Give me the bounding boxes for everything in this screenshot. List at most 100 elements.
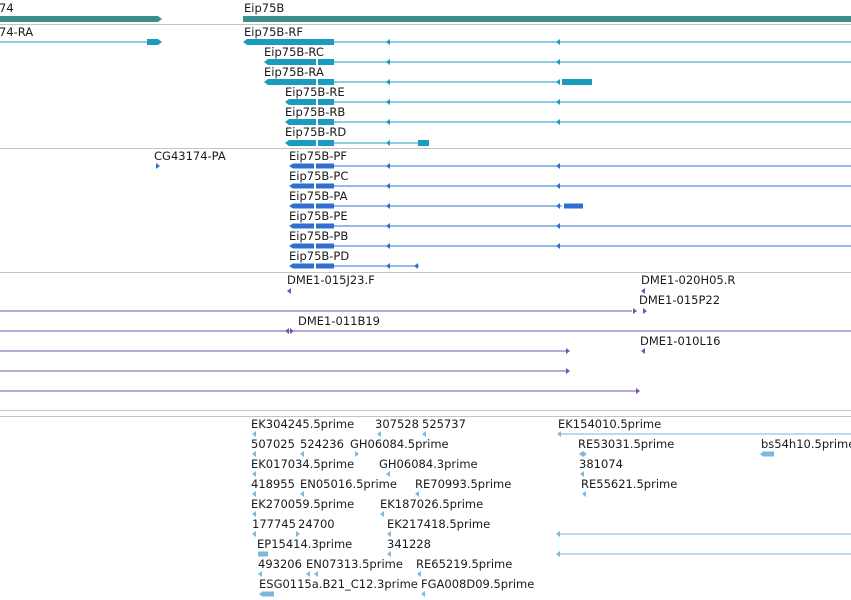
- rna-label-eip75b-re[interactable]: Eip75B-RE: [285, 85, 345, 99]
- exon-block-start: [243, 39, 296, 45]
- est-label[interactable]: 307528: [375, 417, 419, 431]
- strand-arrow-right: [636, 388, 640, 394]
- clone-label-dme1-020h05r[interactable]: DME1-020H05.R: [641, 273, 736, 287]
- est-label[interactable]: 507025: [251, 437, 295, 451]
- rna-label-74-ra[interactable]: 74-RA: [0, 25, 34, 39]
- strand-arrow-left: [386, 119, 390, 125]
- est-label[interactable]: EK270059.5prime: [251, 497, 355, 511]
- strand-arrow-left: [582, 491, 586, 497]
- rna-label-eip75b-rb[interactable]: Eip75B-RB: [285, 105, 346, 119]
- est-label[interactable]: FGA008D09.5prime: [421, 577, 535, 591]
- protein-label-eip75b-pb[interactable]: Eip75B-PB: [289, 229, 349, 243]
- clone-label-dme1-015p22[interactable]: DME1-015P22: [639, 293, 721, 307]
- est-label[interactable]: EN07313.5prime: [306, 557, 403, 571]
- strand-arrow-right: [156, 163, 160, 169]
- est-label[interactable]: 525737: [422, 417, 466, 431]
- exon-block: [316, 263, 334, 269]
- protein-label-eip75b-pc[interactable]: Eip75B-PC: [289, 169, 349, 183]
- rna-label-eip75b-ra[interactable]: Eip75B-RA: [264, 65, 324, 79]
- exon-block: [316, 223, 334, 229]
- exon-block: [316, 243, 334, 249]
- est-label[interactable]: EK017034.5prime: [251, 457, 355, 471]
- strand-arrow-left: [422, 431, 426, 437]
- strand-arrow-right: [643, 308, 647, 314]
- strand-arrow-right: [296, 531, 300, 537]
- strand-arrow-left: [252, 471, 256, 477]
- gene-label-eip75b[interactable]: Eip75B: [244, 1, 285, 15]
- exon-block: [316, 163, 334, 169]
- strand-arrow-left: [386, 79, 390, 85]
- est-label[interactable]: RE70993.5prime: [415, 477, 512, 491]
- est-label[interactable]: EK217418.5prime: [387, 517, 491, 531]
- rna-label-eip75b-rc[interactable]: Eip75B-RC: [264, 45, 324, 59]
- strand-arrow-left: [387, 531, 391, 537]
- exon-block-start: [264, 79, 316, 85]
- est-label[interactable]: 177745: [252, 517, 296, 531]
- exon-block: [418, 140, 429, 146]
- exon-block: [318, 119, 334, 125]
- strand-arrow-left: [556, 119, 560, 125]
- strand-arrow-left: [414, 263, 418, 269]
- strand-arrow-left: [377, 431, 381, 437]
- protein-label-eip75b-pa[interactable]: Eip75B-PA: [289, 189, 348, 203]
- est-label[interactable]: GH06084.5prime: [350, 437, 449, 451]
- strand-arrow-left: [556, 243, 560, 249]
- strand-arrow-left: [300, 491, 304, 497]
- strand-arrow-left: [556, 551, 560, 557]
- est-block: [262, 591, 274, 597]
- strand-arrow-left: [641, 288, 645, 294]
- exon-block: [316, 183, 334, 189]
- strand-arrow-left: [314, 571, 318, 577]
- protein-label-eip75b-pd[interactable]: Eip75B-PD: [289, 249, 350, 263]
- est-block: [258, 551, 268, 557]
- exon-block-start: [285, 140, 316, 146]
- est-label[interactable]: EP15414.3prime: [257, 537, 353, 551]
- exon-block: [316, 203, 334, 209]
- est-label[interactable]: 381074: [579, 457, 623, 471]
- rna-label-eip75b-rf[interactable]: Eip75B-RF: [244, 25, 304, 39]
- est-label[interactable]: GH06084.3prime: [379, 457, 478, 471]
- strand-arrow-left: [556, 59, 560, 65]
- gene-span: [243, 16, 851, 22]
- est-label[interactable]: 524236: [300, 437, 344, 451]
- est-label[interactable]: RE55621.5prime: [581, 477, 678, 491]
- strand-arrow-left: [556, 183, 560, 189]
- strand-arrow-left: [415, 491, 419, 497]
- gene-label-74[interactable]: 74: [0, 1, 14, 15]
- est-label[interactable]: EK154010.5prime: [558, 417, 662, 431]
- strand-arrow-left: [386, 39, 390, 45]
- est-label[interactable]: 24700: [298, 517, 335, 531]
- est-label[interactable]: EN05016.5prime: [300, 477, 397, 491]
- strand-arrow-left: [387, 551, 391, 557]
- protein-label-eip75b-pf[interactable]: Eip75B-PF: [289, 149, 347, 163]
- exon-block: [318, 59, 334, 65]
- clone-label-dme1-015j23f[interactable]: DME1-015J23.F: [287, 273, 375, 287]
- est-label[interactable]: 418955: [251, 477, 295, 491]
- est-label[interactable]: RE65219.5prime: [416, 557, 513, 571]
- exon-block: [318, 99, 334, 105]
- est-label[interactable]: EK187026.5prime: [380, 497, 484, 511]
- track-separator-protein: [0, 272, 851, 273]
- strand-arrow-left: [386, 203, 390, 209]
- strand-arrow-right: [566, 368, 570, 374]
- exon-block-end: [0, 16, 162, 22]
- strand-arrow-left: [417, 571, 421, 577]
- est-label[interactable]: bs54h10.5prime: [761, 437, 851, 451]
- strand-arrow-left: [300, 451, 304, 457]
- protein-label-cg43174-pa[interactable]: CG43174-PA: [154, 149, 226, 163]
- track-separator-rna: [0, 148, 851, 149]
- exon-block: [318, 79, 334, 85]
- strand-arrow-left: [641, 348, 645, 354]
- est-block: [764, 451, 774, 457]
- protein-label-eip75b-pe[interactable]: Eip75B-PE: [289, 209, 348, 223]
- est-label[interactable]: 493206: [258, 557, 302, 571]
- est-label[interactable]: RE53031.5prime: [578, 437, 675, 451]
- strand-arrow-left: [579, 451, 583, 457]
- clone-label-dme1-011b19[interactable]: DME1-011B19: [298, 314, 380, 328]
- clone-label-dme1-010l16[interactable]: DME1-010L16: [640, 334, 721, 348]
- strand-arrow-left: [386, 59, 390, 65]
- rna-label-eip75b-rd[interactable]: Eip75B-RD: [285, 125, 347, 139]
- est-label[interactable]: EK304245.5prime: [251, 417, 355, 431]
- est-label[interactable]: 341228: [387, 537, 431, 551]
- est-label[interactable]: ESG0115a.B21_C12.3prime: [259, 577, 418, 591]
